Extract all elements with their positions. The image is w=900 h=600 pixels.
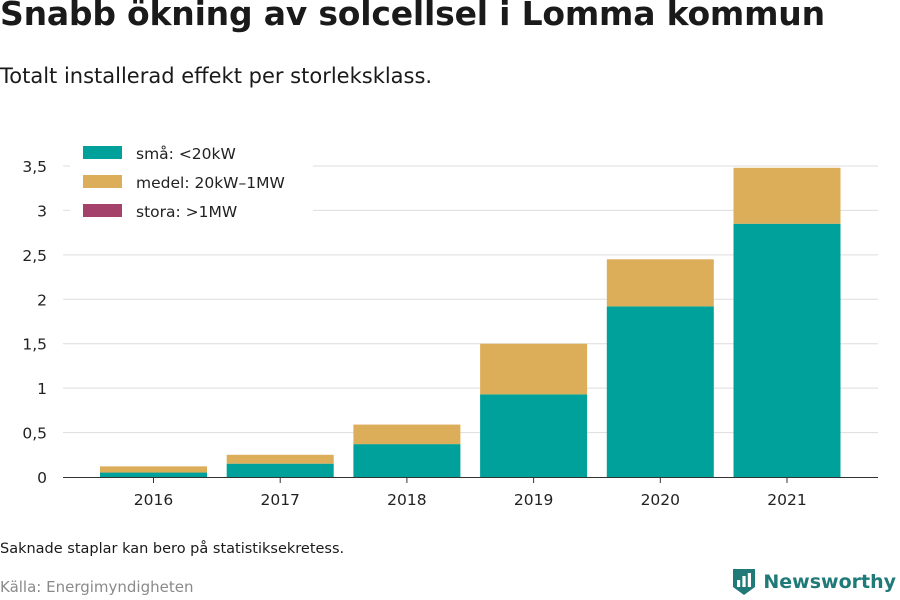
y-tick-label: 0,5: [22, 425, 47, 443]
x-tick-label: 2019: [514, 491, 553, 509]
y-tick-label: 2,5: [22, 247, 47, 265]
x-tick-label: 2018: [387, 491, 426, 509]
chart-title: Snabb ökning av solcellsel i Lomma kommu…: [0, 0, 825, 33]
legend-item: medel: 20kW–1MW: [83, 174, 285, 192]
bar-segment: [100, 472, 207, 477]
brand-logo[interactable]: Newsworthy: [731, 567, 896, 597]
bar-segment: [226, 463, 334, 477]
bar-segment: [100, 466, 207, 473]
y-tick-label: 2: [37, 291, 47, 309]
bar-segment: [353, 444, 461, 477]
bar-segment: [226, 454, 334, 464]
brand-name: Newsworthy: [763, 571, 896, 593]
y-tick-label: 3,5: [22, 158, 47, 176]
bar-segment: [733, 223, 841, 477]
x-tick-label: 2016: [134, 491, 173, 509]
legend-item: stora: >1MW: [83, 203, 237, 221]
legend-label: stora: >1MW: [136, 203, 237, 221]
legend-label: medel: 20kW–1MW: [136, 174, 285, 192]
bar-segment: [606, 259, 714, 307]
bar-segment: [733, 167, 841, 224]
footnote: Saknade staplar kan bero på statistiksek…: [0, 541, 345, 557]
bar-segment: [480, 343, 588, 395]
legend-swatch: [83, 175, 122, 188]
legend-item: små: <20kW: [83, 145, 236, 163]
bar-chart-shield-icon: [733, 569, 756, 595]
chart-subtitle: Totalt installerad effekt per storlekskl…: [0, 64, 433, 88]
y-tick-label: 3: [37, 202, 47, 220]
x-tick-label: 2020: [641, 491, 680, 509]
x-axis-tick-labels: 2016 2017 2018 2019 2020 2021: [134, 477, 807, 509]
y-tick-label: 0: [37, 469, 47, 487]
legend-swatch: [83, 146, 122, 159]
y-axis-tick-labels: 0 0,5 1 1,5 2 2,5 3 3,5: [22, 158, 47, 487]
y-tick-label: 1: [37, 380, 47, 398]
legend-label: små: <20kW: [136, 145, 236, 163]
bar-segment: [353, 424, 461, 445]
bar-segment: [480, 394, 588, 477]
bars: [100, 167, 841, 477]
legend-swatch: [83, 204, 122, 217]
source-label: Källa: Energimyndigheten: [0, 578, 194, 596]
x-tick-label: 2017: [260, 491, 299, 509]
x-tick-label: 2021: [767, 491, 806, 509]
y-tick-label: 1,5: [22, 336, 47, 354]
legend: små: <20kW medel: 20kW–1MW stora: >1MW: [70, 134, 313, 224]
bar-segment: [606, 306, 714, 477]
